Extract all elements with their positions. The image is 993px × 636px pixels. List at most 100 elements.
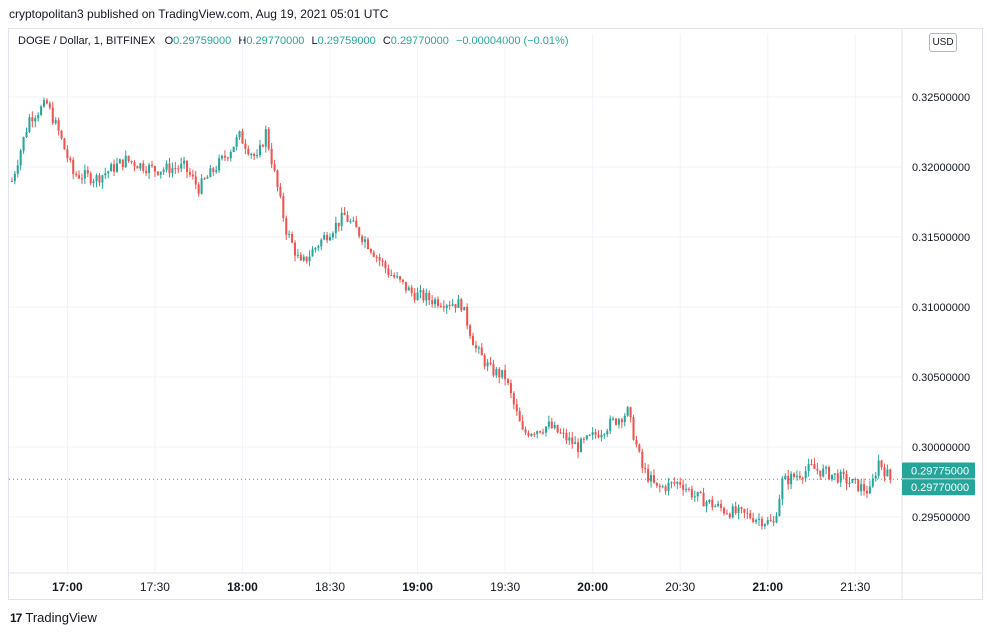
candle-up xyxy=(162,169,165,172)
candle-down xyxy=(725,513,728,515)
candle-down xyxy=(45,100,48,104)
candle-down xyxy=(291,233,294,243)
candle-down xyxy=(728,513,731,518)
legend-symbol[interactable]: DOGE / Dollar, 1, BITFINEX xyxy=(18,35,156,47)
candle-up xyxy=(434,299,437,305)
candle-down xyxy=(469,325,472,336)
candle-down xyxy=(556,425,559,433)
candle-down xyxy=(399,276,402,280)
candle-up xyxy=(352,220,355,222)
candle-up xyxy=(676,482,679,484)
candle-down xyxy=(121,159,124,168)
candle-down xyxy=(498,369,501,378)
candle-up xyxy=(83,170,86,179)
candle-down xyxy=(512,393,515,405)
candle-down xyxy=(638,444,641,452)
candle-down xyxy=(366,239,369,249)
candle-down xyxy=(279,186,282,197)
candle-down xyxy=(305,256,308,262)
candle-down xyxy=(679,482,682,485)
candle-up xyxy=(495,369,498,376)
candle-down xyxy=(156,171,159,175)
candle-up xyxy=(877,460,880,476)
candle-up xyxy=(874,475,877,479)
x-tick-label: 20:30 xyxy=(665,580,695,594)
candle-up xyxy=(696,491,699,497)
candle-up xyxy=(124,155,127,168)
candle-up xyxy=(807,463,810,472)
candle-down xyxy=(197,184,200,194)
candle-down xyxy=(509,383,512,394)
candle-down xyxy=(247,148,250,155)
candle-up xyxy=(603,434,606,436)
candle-down xyxy=(474,345,477,349)
candle-down xyxy=(460,299,463,311)
candle-up xyxy=(588,434,591,436)
candle-up xyxy=(851,478,854,483)
tradingview-logo[interactable]: 17 TradingView xyxy=(10,610,97,625)
candle-down xyxy=(492,364,495,376)
candle-down xyxy=(442,306,445,308)
candle-down xyxy=(507,379,510,384)
candle-down xyxy=(559,432,562,434)
candle-up xyxy=(737,507,740,514)
candle-down xyxy=(276,170,279,187)
candle-up xyxy=(238,131,241,138)
candle-down xyxy=(384,261,387,269)
candle-down xyxy=(63,138,66,150)
candle-up xyxy=(40,106,43,115)
candle-up xyxy=(396,276,399,278)
candle-down xyxy=(702,492,705,507)
candle-down xyxy=(842,471,845,475)
candle-up xyxy=(685,488,688,490)
candle-down xyxy=(241,131,244,144)
candle-down xyxy=(133,162,136,167)
y-tick-label: 0.32500000 xyxy=(912,92,970,104)
candle-up xyxy=(308,256,311,262)
candle-down xyxy=(337,222,340,227)
candle-down xyxy=(760,518,763,527)
candle-up xyxy=(320,239,323,247)
candle-down xyxy=(401,279,404,282)
candle-down xyxy=(793,473,796,477)
candle-down xyxy=(594,432,597,435)
candle-up xyxy=(104,173,107,176)
candle-down xyxy=(889,469,892,480)
candle-down xyxy=(60,130,63,139)
candle-down xyxy=(819,470,822,477)
candle-up xyxy=(547,421,550,427)
candle-down xyxy=(734,506,737,514)
candle-down xyxy=(687,488,690,490)
candle-up xyxy=(22,137,25,151)
candle-up xyxy=(180,163,183,169)
candle-down xyxy=(69,158,72,160)
candle-down xyxy=(75,174,78,176)
candle-down xyxy=(865,490,869,494)
tradingview-brand: TradingView xyxy=(25,610,97,625)
candle-up xyxy=(25,131,28,138)
candle-down xyxy=(174,168,177,170)
candle-up xyxy=(536,431,539,435)
candle-down xyxy=(524,429,527,433)
candle-down xyxy=(620,419,623,423)
candle-up xyxy=(822,468,825,477)
candle-down xyxy=(390,275,393,277)
candle-up xyxy=(731,506,734,518)
candle-up xyxy=(579,438,583,453)
candle-down xyxy=(798,475,801,479)
candle-up xyxy=(200,178,203,194)
candle-up xyxy=(264,129,267,147)
candle-down xyxy=(270,148,273,165)
candle-down xyxy=(244,143,247,149)
candle-down xyxy=(565,432,568,441)
candle-down xyxy=(57,120,60,131)
legend-low-label: L xyxy=(311,35,318,47)
legend-change: −0.00004000 (−0.01%) xyxy=(455,35,569,47)
candle-down xyxy=(226,157,229,159)
candle-down xyxy=(699,491,702,493)
candle-up xyxy=(755,519,758,523)
currency-button[interactable]: USD xyxy=(929,33,957,52)
candle-up xyxy=(612,418,615,420)
candle-down xyxy=(810,463,813,465)
